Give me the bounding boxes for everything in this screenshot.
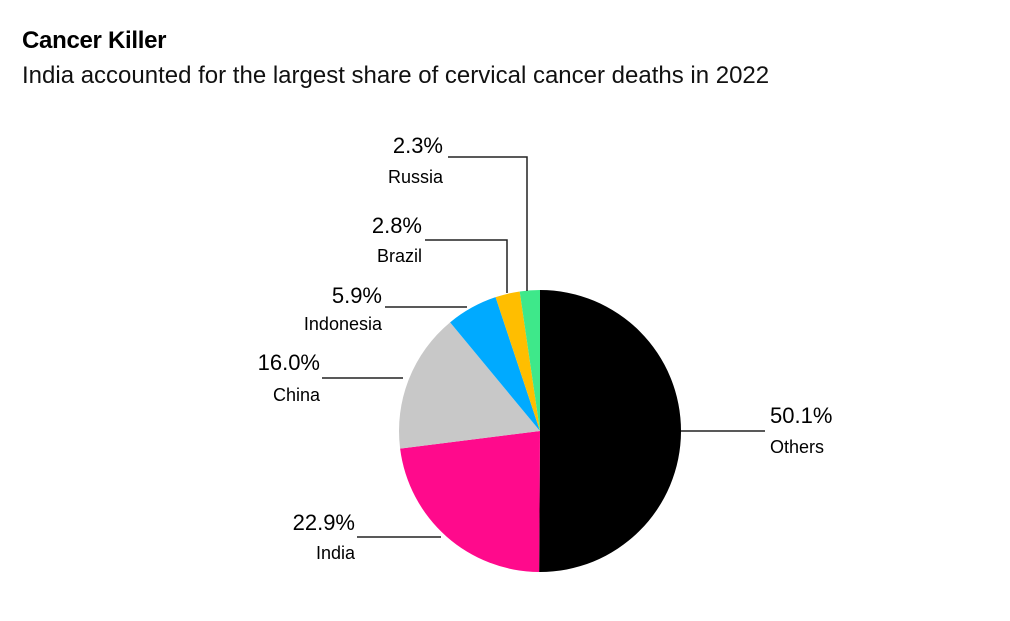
chart-title: Cancer Killer — [22, 27, 167, 54]
chart-subtitle: India accounted for the largest share of… — [22, 62, 770, 89]
data-label-others: 50.1% — [770, 403, 832, 428]
data-label-brazil: 2.8% — [372, 213, 422, 238]
category-label-china: China — [273, 385, 321, 405]
pie-slice-china — [399, 322, 540, 449]
data-label-china: 16.0% — [258, 350, 320, 375]
category-label-india: India — [316, 543, 356, 563]
category-label-russia: Russia — [388, 167, 444, 187]
pie-slice-brazil — [495, 291, 540, 431]
data-label-russia: 2.3% — [393, 133, 443, 158]
pie-slice-india — [400, 431, 540, 572]
leader-line-russia — [448, 156, 528, 291]
pie-slice-others — [539, 290, 682, 572]
pie-slice-indonesia — [450, 297, 540, 431]
data-label-indonesia: 5.9% — [332, 283, 382, 308]
category-label-indonesia: Indonesia — [304, 314, 383, 334]
data-label-india: 22.9% — [293, 510, 355, 535]
pie-slice-russia — [519, 290, 540, 431]
category-label-brazil: Brazil — [377, 246, 422, 266]
leader-line-brazil — [425, 239, 508, 293]
category-label-others: Others — [770, 437, 824, 457]
